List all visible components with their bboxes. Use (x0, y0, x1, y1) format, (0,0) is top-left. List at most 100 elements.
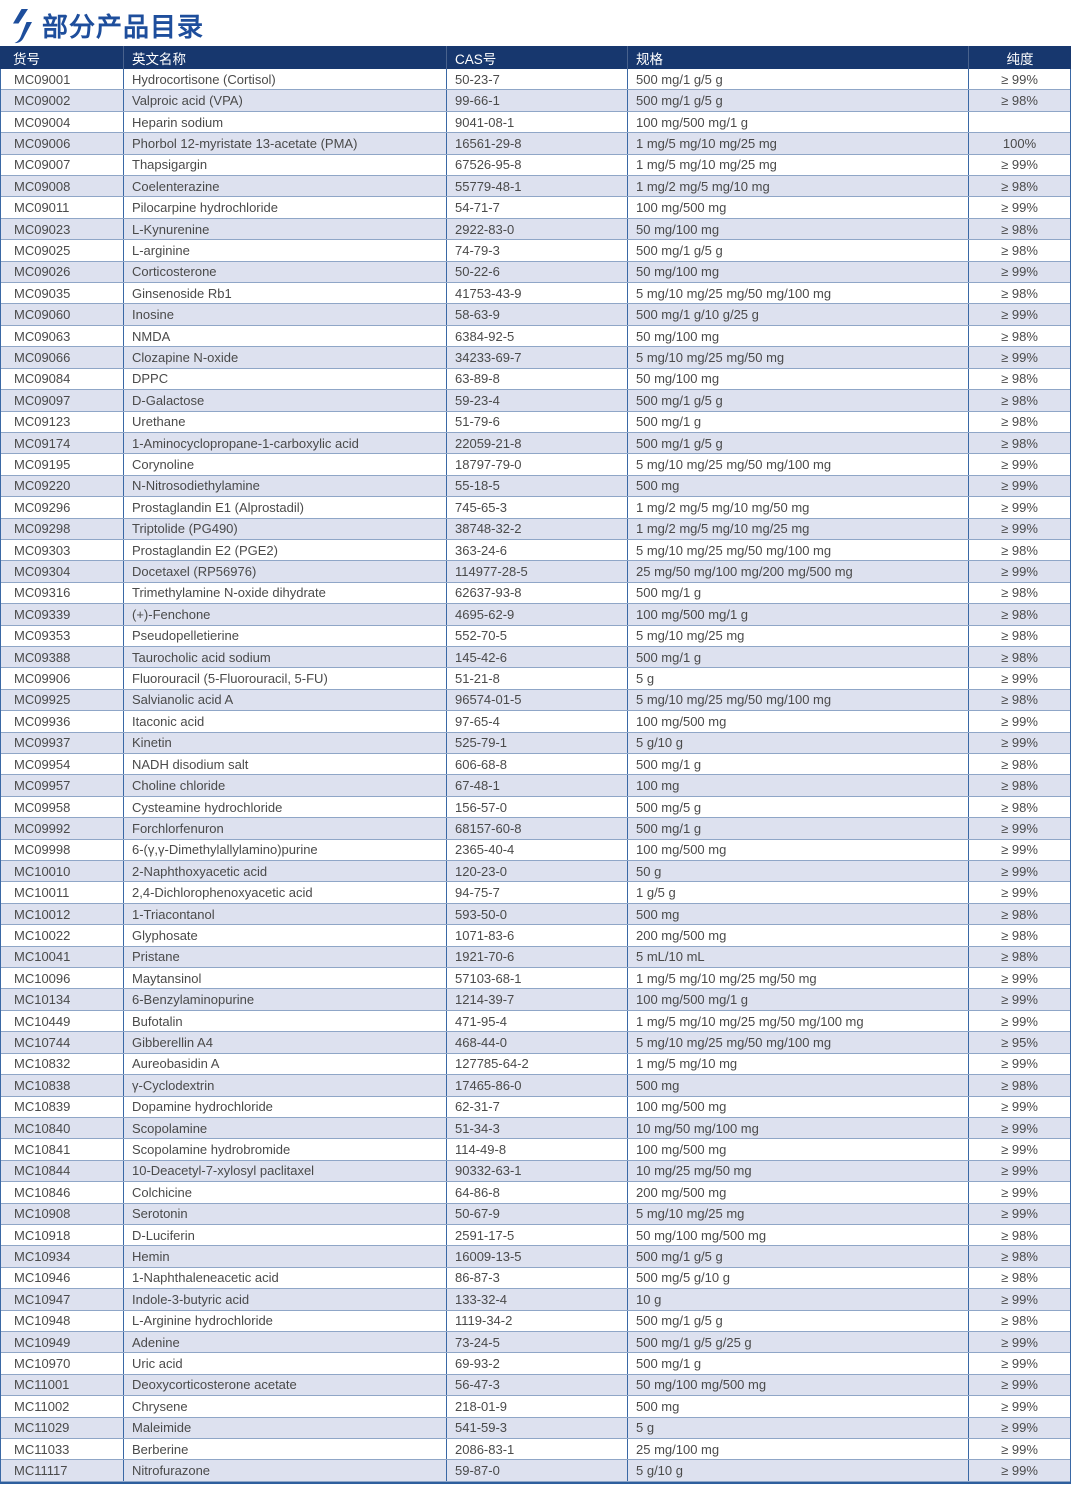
table-row: MC09339 (+)-Fenchone 4695-62-9 100 mg/50… (1, 604, 1070, 626)
cell-english-name: 2,4-Dichlorophenoxyacetic acid (123, 882, 446, 903)
cell-specification: 500 mg (627, 1075, 968, 1096)
column-header-english-name: 英文名称 (123, 46, 446, 69)
cell-english-name: L-arginine (123, 240, 446, 261)
cell-catalog-no: MC09001 (14, 71, 71, 87)
table-row: MC09060 Inosine 58-63-9 500 mg/1 g/10 g/… (1, 304, 1070, 326)
cell-purity: ≥ 98% (968, 411, 1070, 432)
cell-specification: 100 mg/500 mg (627, 711, 968, 732)
cell-specification: 5 g/10 g (627, 1460, 968, 1481)
table-row: MC10948 L-Arginine hydrochloride 1119-34… (1, 1310, 1070, 1332)
cell-english-name: 2-Naphthoxyacetic acid (123, 861, 446, 882)
cell-catalog-no: MC10134 (14, 992, 71, 1008)
cell-cas-no: 55779-48-1 (446, 176, 627, 197)
cell-english-name: Salvianolic acid A (123, 689, 446, 711)
cell-english-name: Scopolamine hydrobromide (123, 1139, 446, 1160)
cell-catalog-no: MC09011 (14, 200, 70, 216)
cell-catalog-no: MC10908 (14, 1206, 71, 1222)
cell-specification: 1 mg/5 mg/10 mg/25 mg (627, 133, 968, 154)
cell-purity: ≥ 99% (968, 1010, 1070, 1032)
cell-english-name: Cysteamine hydrochloride (123, 796, 446, 818)
cell-specification: 1 mg/5 mg/10 mg/25 mg/50 mg/100 mg (627, 1010, 968, 1032)
cell-specification: 1 g/5 g (627, 882, 968, 903)
cell-specification: 10 mg/25 mg/50 mg (627, 1160, 968, 1182)
cell-specification: 100 mg/500 mg/1 g (627, 111, 968, 133)
cell-english-name: Chrysene (123, 1396, 446, 1417)
cell-english-name: Uric acid (123, 1353, 446, 1374)
cell-cas-no: 127785-64-2 (446, 1053, 627, 1075)
cell-catalog-no: MC11029 (14, 1420, 70, 1436)
cell-purity: ≥ 99% (968, 1353, 1070, 1374)
cell-cas-no: 62-31-7 (446, 1096, 627, 1117)
cell-catalog-no: MC09339 (14, 606, 71, 622)
cell-catalog-no: MC10918 (14, 1227, 71, 1243)
page-title: 部分产品目录 (42, 11, 205, 42)
table-row: MC09298 Triptolide (PG490) 38748-32-2 1 … (1, 518, 1070, 540)
cell-purity: ≥ 99% (968, 1331, 1070, 1353)
table-row: MC10012 1-Triacontanol 593-50-0 500 mg ≥… (1, 903, 1070, 926)
cell-catalog-no: MC09066 (14, 349, 71, 365)
cell-specification: 500 mg/1 g (627, 754, 968, 775)
cell-cas-no: 55-18-5 (446, 475, 627, 497)
cell-english-name: Docetaxel (RP56976) (123, 561, 446, 582)
cell-english-name: Ginsenoside Rb1 (123, 283, 446, 304)
table-row: MC10838 γ-Cyclodextrin 17465-86-0 500 mg… (1, 1075, 1070, 1097)
cell-english-name: Scopolamine (123, 1117, 446, 1139)
table-row: MC09007 Thapsigargin 67526-95-8 1 mg/5 m… (1, 154, 1070, 177)
table-row: MC11029 Maleimide 541-59-3 5 g ≥ 99% (1, 1417, 1070, 1439)
cell-specification: 5 mg/10 mg/25 mg (627, 625, 968, 646)
cell-cas-no: 94-75-7 (446, 882, 627, 903)
table-row: MC09004 Heparin sodium 9041-08-1 100 mg/… (1, 111, 1070, 134)
table-row: MC10947 Indole-3-butyric acid 133-32-4 1… (1, 1289, 1070, 1311)
cell-specification: 100 mg/500 mg (627, 839, 968, 861)
cell-specification: 5 g (627, 1417, 968, 1438)
cell-english-name: Prostaglandin E2 (PGE2) (123, 539, 446, 561)
cell-english-name: L-Kynurenine (123, 218, 446, 240)
cell-english-name: 6-(γ,γ-Dimethylallylamino)purine (123, 839, 446, 861)
table-row: MC10011 2,4-Dichlorophenoxyacetic acid 9… (1, 882, 1070, 904)
cell-specification: 500 mg/1 g (627, 818, 968, 839)
cell-cas-no: 745-65-3 (446, 497, 627, 518)
cell-specification: 50 g (627, 861, 968, 882)
cell-purity: ≥ 99% (968, 968, 1070, 989)
cell-english-name: Indole-3-butyric acid (123, 1289, 446, 1310)
cell-purity: ≥ 99% (968, 1417, 1070, 1438)
table-row: MC10839 Dopamine hydrochloride 62-31-7 1… (1, 1096, 1070, 1118)
cell-english-name: Pilocarpine hydrochloride (123, 197, 446, 218)
cell-cas-no: 16009-13-5 (446, 1246, 627, 1267)
cell-english-name: NMDA (123, 325, 446, 347)
cell-catalog-no: MC10022 (14, 927, 71, 943)
table-row: MC10449 Bufotalin 471-95-4 1 mg/5 mg/10 … (1, 1010, 1070, 1033)
cell-english-name: Triptolide (PG490) (123, 518, 446, 539)
cell-catalog-no: MC10010 (14, 863, 71, 879)
cell-cas-no: 63-89-8 (446, 368, 627, 390)
cell-english-name: Hemin (123, 1246, 446, 1267)
cell-cas-no: 6384-92-5 (446, 325, 627, 347)
table-row: MC09954 NADH disodium salt 606-68-8 500 … (1, 754, 1070, 776)
table-row: MC09011 Pilocarpine hydrochloride 54-71-… (1, 197, 1070, 219)
cell-specification: 200 mg/500 mg (627, 1182, 968, 1203)
cell-catalog-no: MC10012 (14, 906, 71, 922)
cell-specification: 500 mg (627, 903, 968, 925)
cell-purity: ≥ 99% (968, 1439, 1070, 1460)
cell-purity: ≥ 98% (968, 432, 1070, 454)
cell-english-name: Berberine (123, 1439, 446, 1460)
cell-catalog-no: MC09006 (14, 135, 71, 151)
cell-specification: 50 mg/100 mg (627, 218, 968, 240)
brand-flame-icon (13, 8, 32, 43)
table-row: MC09025 L-arginine 74-79-3 500 mg/1 g/5 … (1, 240, 1070, 262)
cell-cas-no: 16561-29-8 (446, 133, 627, 154)
cell-cas-no: 156-57-0 (446, 796, 627, 818)
cell-english-name: Fluorouracil (5-Fluorouracil, 5-FU) (123, 668, 446, 689)
cell-cas-no: 50-67-9 (446, 1203, 627, 1224)
table-row: MC09174 1-Aminocyclopropane-1-carboxylic… (1, 432, 1070, 455)
cell-catalog-no: MC11001 (14, 1377, 70, 1393)
table-row: MC09001 Hydrocortisone (Cortisol) 50-23-… (1, 69, 1070, 91)
cell-purity: 100% (968, 133, 1070, 154)
cell-purity: ≥ 99% (968, 818, 1070, 839)
cell-specification: 1 mg/2 mg/5 mg/10 mg (627, 176, 968, 197)
cell-cas-no: 59-87-0 (446, 1460, 627, 1481)
cell-purity: ≥ 98% (968, 689, 1070, 711)
cell-purity: ≥ 99% (968, 154, 1070, 176)
cell-catalog-no: MC09174 (14, 435, 71, 451)
cell-cas-no: 541-59-3 (446, 1417, 627, 1438)
